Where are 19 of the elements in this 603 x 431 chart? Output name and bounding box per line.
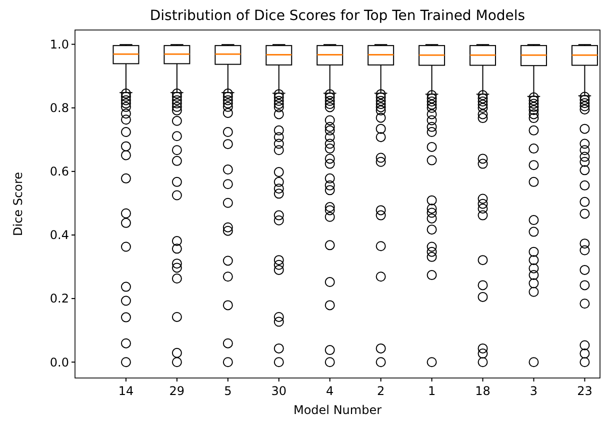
y-tick-label: 0.6 — [50, 164, 69, 179]
y-axis-title: Dice Score — [11, 172, 25, 236]
chart-title: Distribution of Dice Scores for Top Ten Trained Models — [150, 8, 526, 24]
y-tick-label: 0.2 — [50, 292, 69, 306]
x-tick-label: 30 — [271, 384, 287, 398]
x-axis-title: Model Number — [293, 403, 382, 417]
x-tick-label: 4 — [326, 384, 334, 398]
x-tick-label: 29 — [169, 384, 185, 398]
x-tick-label: 1 — [428, 384, 436, 398]
x-tick-label: 14 — [118, 384, 134, 398]
x-tick-label: 18 — [475, 384, 490, 398]
y-tick-label: 0.4 — [50, 228, 69, 242]
x-tick-label: 3 — [530, 384, 538, 398]
x-tick-label: 5 — [224, 384, 232, 398]
y-tick-label: 1.0 — [50, 38, 69, 52]
y-tick-label: 0.0 — [50, 355, 69, 370]
x-tick-label: 23 — [577, 384, 592, 398]
y-tick-label: 0.8 — [50, 101, 69, 116]
x-tick-label: 2 — [377, 384, 385, 398]
